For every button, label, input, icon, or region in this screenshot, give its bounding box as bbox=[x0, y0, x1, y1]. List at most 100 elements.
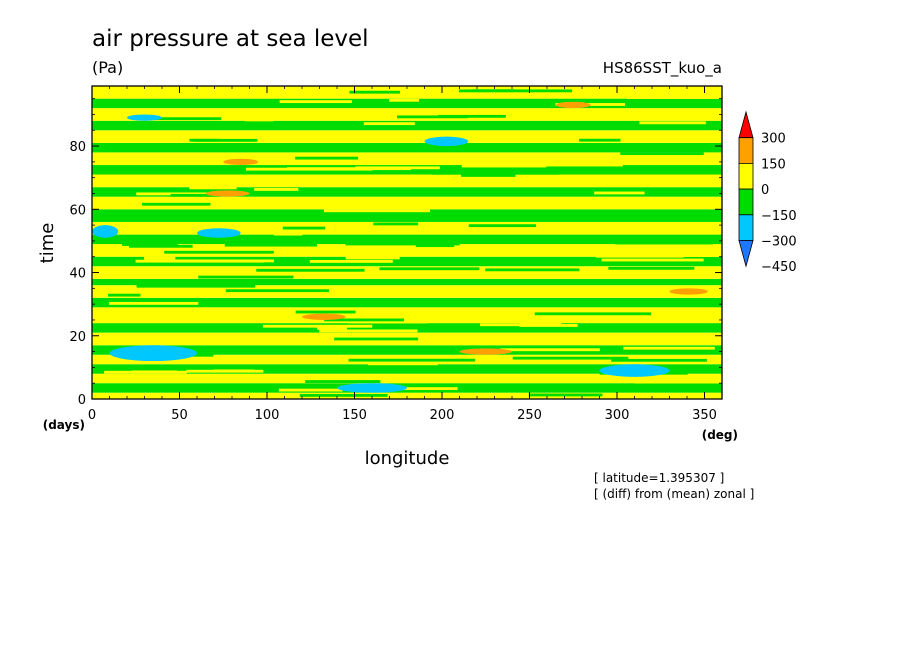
heatmap-streak bbox=[347, 320, 428, 324]
annotation-diff: [ (diff) from (mean) zonal ] bbox=[594, 487, 754, 501]
heatmap-streak bbox=[534, 312, 652, 316]
heatmap-streak bbox=[170, 193, 221, 197]
heatmap-streak bbox=[458, 89, 573, 93]
heatmap-patch bbox=[223, 158, 259, 166]
colorbar-box bbox=[738, 188, 754, 216]
heatmap-streak bbox=[608, 266, 695, 270]
heatmap-patch bbox=[459, 348, 512, 355]
heatmap-streak bbox=[319, 329, 418, 333]
heatmap-streak bbox=[461, 174, 516, 177]
heatmap-band bbox=[92, 108, 722, 121]
heatmap-band bbox=[92, 364, 722, 374]
heatmap-band bbox=[92, 120, 722, 131]
heatmap-streak bbox=[345, 242, 460, 246]
heatmap-patch bbox=[555, 101, 591, 109]
y-tick-label: 80 bbox=[69, 140, 86, 155]
heatmap-streak bbox=[402, 387, 458, 391]
y-tick-label: 60 bbox=[69, 203, 86, 218]
heatmap-streak bbox=[273, 232, 303, 236]
heatmap-streak bbox=[254, 187, 299, 191]
heatmap-streak bbox=[396, 115, 468, 119]
heatmap-band bbox=[92, 142, 722, 153]
heatmap-band bbox=[92, 323, 722, 333]
heatmap-streak bbox=[363, 122, 415, 126]
heatmap-streak bbox=[213, 369, 254, 373]
heatmap-streak bbox=[519, 324, 578, 327]
heatmap-streak bbox=[141, 202, 211, 206]
heatmap-streak bbox=[650, 254, 722, 257]
heatmap-streak bbox=[623, 346, 715, 350]
heatmap-band bbox=[92, 174, 722, 188]
heatmap-streak bbox=[295, 156, 359, 160]
y-tick-label: 40 bbox=[69, 267, 86, 282]
x-tick-label: 350 bbox=[692, 408, 717, 423]
heatmap-streak bbox=[627, 96, 722, 99]
heatmap-band bbox=[92, 256, 722, 267]
heatmap-streak bbox=[324, 318, 404, 322]
heatmap-streak bbox=[334, 337, 419, 341]
heatmap-streak bbox=[348, 358, 476, 362]
colorbar-box bbox=[738, 162, 754, 190]
heatmap-band bbox=[92, 297, 722, 308]
heatmap-plot-area bbox=[92, 86, 722, 399]
colorbar-label: 0 bbox=[761, 183, 769, 198]
units-label: (Pa) bbox=[92, 58, 123, 77]
annotation-latitude: [ latitude=1.395307 ] bbox=[594, 471, 724, 485]
x-tick-label: 250 bbox=[517, 408, 542, 423]
heatmap-streak bbox=[109, 301, 199, 305]
heatmap-patch bbox=[669, 288, 708, 295]
x-tick-label: 300 bbox=[605, 408, 630, 423]
heatmap-band bbox=[92, 307, 722, 324]
heatmap-streak bbox=[389, 98, 420, 102]
heatmap-streak bbox=[198, 275, 294, 279]
heatmap-streak bbox=[189, 186, 237, 190]
heatmap-streak bbox=[472, 89, 515, 93]
x-tick-label: 200 bbox=[430, 408, 455, 423]
colorbar-box bbox=[738, 214, 754, 241]
heatmap-streak bbox=[578, 138, 621, 142]
heatmap-patch bbox=[92, 225, 119, 238]
heatmap-band bbox=[92, 86, 722, 99]
heatmap-streak bbox=[129, 244, 193, 248]
colorbar: 300 150 0 −150 −300 −450 bbox=[738, 110, 797, 275]
heatmap-streak bbox=[279, 100, 352, 104]
heatmap-streak bbox=[373, 222, 419, 226]
heatmap-streak bbox=[195, 138, 258, 142]
heatmap-band bbox=[92, 285, 722, 298]
heatmap-streak bbox=[468, 224, 537, 228]
colorbar-top-triangle bbox=[738, 110, 754, 139]
heatmap-streak bbox=[256, 268, 365, 272]
heatmap-streak bbox=[512, 356, 629, 360]
heatmap-streak bbox=[438, 114, 506, 118]
heatmap-streak bbox=[122, 243, 178, 246]
heatmap-streak bbox=[611, 358, 707, 362]
heatmap-streak bbox=[262, 324, 373, 328]
heatmap-streak bbox=[431, 171, 560, 175]
heatmap-streak bbox=[634, 380, 722, 384]
heatmap-streak bbox=[144, 256, 176, 260]
heatmap-streak bbox=[224, 243, 317, 247]
heatmap-band bbox=[92, 98, 722, 109]
x-tick-label: 50 bbox=[171, 408, 188, 423]
y-tick-label: 0 bbox=[78, 393, 86, 408]
heatmap-streak bbox=[131, 370, 178, 374]
heatmap-patch bbox=[302, 313, 346, 320]
run-label: HS86SST_kuo_a bbox=[603, 59, 722, 78]
x-axis-label: longitude bbox=[365, 448, 450, 469]
y-axis-label: time bbox=[37, 223, 58, 264]
heatmap-streak bbox=[485, 268, 580, 272]
heatmap-streak bbox=[415, 244, 455, 248]
heatmap-streak bbox=[480, 323, 523, 327]
heatmap-streak bbox=[282, 226, 326, 230]
heatmap-streak bbox=[355, 166, 440, 170]
colorbar-label: −300 bbox=[761, 235, 797, 250]
heatmap-streak bbox=[135, 259, 264, 263]
heatmap-streak bbox=[317, 326, 347, 330]
heatmap-streak bbox=[244, 118, 274, 122]
heatmap-streak bbox=[152, 117, 222, 121]
heatmap-streak bbox=[615, 241, 713, 245]
heatmap-band bbox=[92, 196, 722, 210]
heatmap-band bbox=[92, 130, 722, 143]
heatmap-streak bbox=[299, 393, 388, 397]
